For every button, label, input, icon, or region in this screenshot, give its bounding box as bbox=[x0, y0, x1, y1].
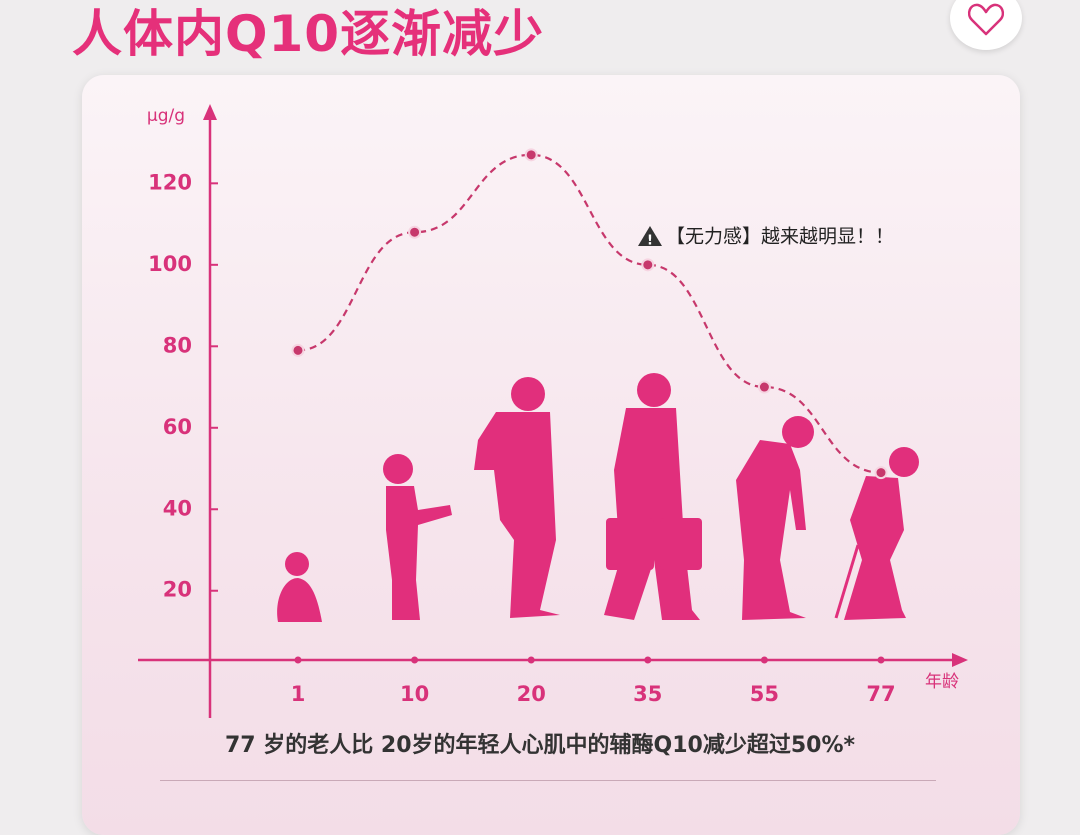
y-tick-label: 80 bbox=[163, 333, 192, 357]
y-tick-label: 100 bbox=[148, 252, 192, 276]
x-tick-label: 77 bbox=[866, 682, 895, 706]
q10-point bbox=[874, 466, 888, 480]
y-tick-label: 20 bbox=[163, 578, 192, 602]
q10-point bbox=[757, 380, 771, 394]
footnote: 77 岁的老人比 20岁的年轻人心肌中的辅酶Q10减少超过50%* bbox=[224, 733, 856, 758]
x-tick bbox=[527, 656, 535, 664]
x-tick bbox=[294, 656, 302, 664]
silhouettes bbox=[277, 373, 919, 622]
q10-point bbox=[408, 225, 422, 239]
x-tick-label: 1 bbox=[291, 682, 306, 706]
x-tick bbox=[644, 656, 652, 664]
divider bbox=[160, 780, 936, 781]
q10-line bbox=[297, 153, 882, 474]
annotation: 【无力感】越来越明显！！ bbox=[666, 226, 894, 248]
x-arrow bbox=[952, 653, 968, 667]
y-tick-label: 120 bbox=[148, 170, 192, 194]
x-tick bbox=[760, 656, 768, 664]
q10-point bbox=[291, 343, 305, 357]
warning-icon bbox=[638, 226, 662, 246]
chart: μg/g 年龄 ! 【无力感】越来越明显！！ 20 40 60 80 100 120 1 10… bbox=[138, 104, 968, 718]
x-axis-label: 年龄 bbox=[925, 672, 959, 692]
x-tick-label: 35 bbox=[633, 682, 662, 706]
favorite-button[interactable] bbox=[950, 0, 1022, 50]
y-axis-label: μg/g bbox=[147, 106, 185, 126]
x-tick-label: 10 bbox=[400, 682, 429, 706]
x-tick-label: 55 bbox=[750, 682, 779, 706]
y-arrow bbox=[203, 104, 217, 120]
y-tick-label: 60 bbox=[163, 415, 192, 439]
page: {"chart_data": {"type": "line", "title":… bbox=[72, 0, 1022, 835]
x-tick bbox=[877, 656, 885, 664]
q10-point bbox=[524, 148, 538, 162]
y-tick-label: 40 bbox=[163, 496, 192, 520]
q10-point bbox=[641, 258, 655, 272]
title: 人体内Q10逐渐减少 bbox=[72, 5, 545, 63]
heart-icon bbox=[967, 3, 1005, 36]
x-tick bbox=[411, 656, 419, 664]
x-tick-label: 20 bbox=[517, 682, 546, 706]
warning-mark: ! bbox=[647, 234, 653, 249]
